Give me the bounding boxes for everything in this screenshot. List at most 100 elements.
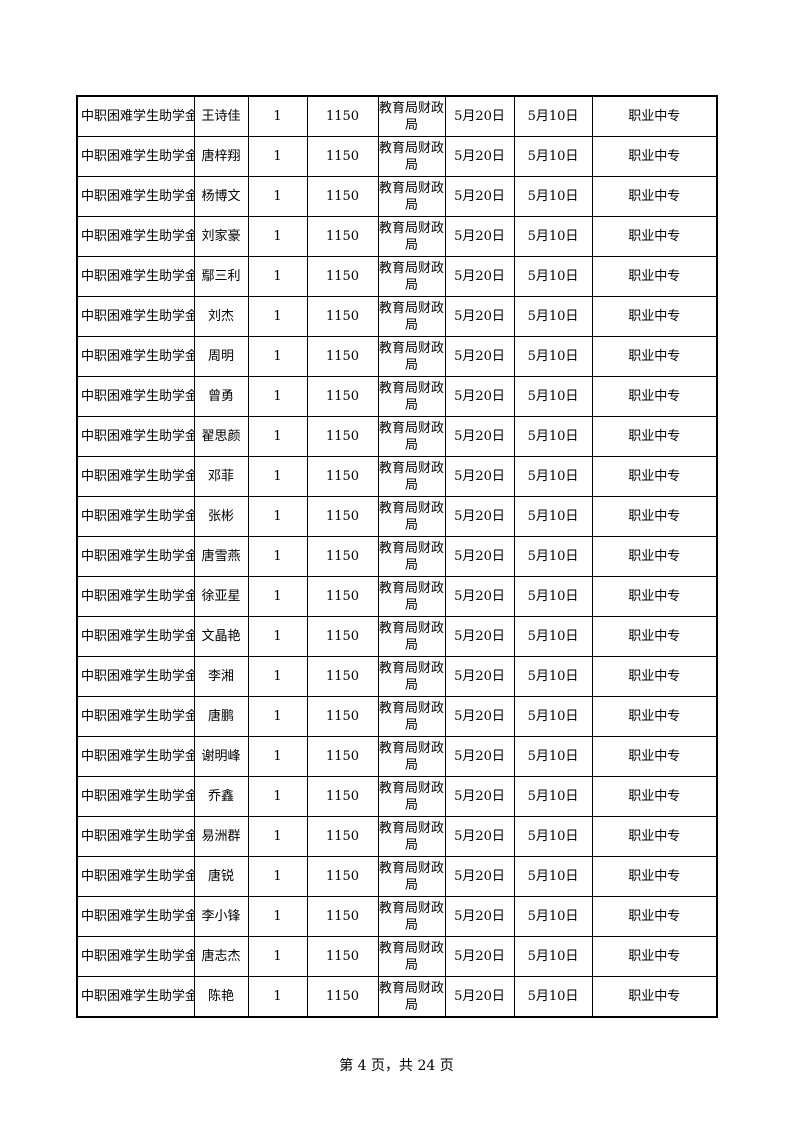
school-cell: 职业中专 [591,256,718,297]
name-cell: 张彬 [193,496,249,537]
department-cell: 教育局财政局 [377,896,446,937]
date2-cell: 5月10日 [513,656,593,697]
date1-cell: 5月20日 [444,176,515,217]
amount-cell: 1150 [306,536,379,577]
program-cell: 中职困难学生助学金 [76,736,195,777]
date2-cell: 5月10日 [513,136,593,177]
count-cell: 1 [247,136,308,177]
department-cell: 教育局财政局 [377,216,446,257]
amount-cell: 1150 [306,216,379,257]
department-cell: 教育局财政局 [377,736,446,777]
date1-cell: 5月20日 [444,736,515,777]
department-cell: 教育局财政局 [377,856,446,897]
program-cell: 中职困难学生助学金 [76,976,195,1018]
school-cell: 职业中专 [591,456,718,497]
department-cell: 教育局财政局 [377,256,446,297]
date2-cell: 5月10日 [513,736,593,777]
program-cell: 中职困难学生助学金 [76,456,195,497]
count-cell: 1 [247,816,308,857]
program-cell: 中职困难学生助学金 [76,936,195,977]
count-cell: 1 [247,616,308,657]
department-cell: 教育局财政局 [377,576,446,617]
date1-cell: 5月20日 [444,336,515,377]
name-cell: 邓菲 [193,456,249,497]
table-row: 中职困难学生助学金 王诗佳 1 1150 教育局财政局 5月20日 5月10日 职业中专 [76,95,718,137]
table-row: 中职困难学生助学金 刘家豪 1 1150 教育局财政局 5月20日 5月10日 职业中专 [76,216,718,257]
table-row: 中职困难学生助学金 乔鑫 1 1150 教育局财政局 5月20日 5月10日 职业中专 [76,776,718,817]
date1-cell: 5月20日 [444,256,515,297]
program-cell: 中职困难学生助学金 [76,376,195,417]
amount-cell: 1150 [306,136,379,177]
name-cell: 鄢三利 [193,256,249,297]
program-cell: 中职困难学生助学金 [76,816,195,857]
date2-cell: 5月10日 [513,95,593,137]
name-cell: 陈艳 [193,976,249,1018]
date1-cell: 5月20日 [444,136,515,177]
table-row: 中职困难学生助学金 鄢三利 1 1150 教育局财政局 5月20日 5月10日 职业中专 [76,256,718,297]
date1-cell: 5月20日 [444,456,515,497]
count-cell: 1 [247,336,308,377]
department-cell: 教育局财政局 [377,296,446,337]
date2-cell: 5月10日 [513,536,593,577]
date1-cell: 5月20日 [444,936,515,977]
table-row: 中职困难学生助学金 李小锋 1 1150 教育局财政局 5月20日 5月10日 职业中专 [76,896,718,937]
name-cell: 乔鑫 [193,776,249,817]
name-cell: 翟思颜 [193,416,249,457]
amount-cell: 1150 [306,856,379,897]
amount-cell: 1150 [306,616,379,657]
school-cell: 职业中专 [591,176,718,217]
date1-cell: 5月20日 [444,976,515,1018]
department-cell: 教育局财政局 [377,656,446,697]
program-cell: 中职困难学生助学金 [76,696,195,737]
date1-cell: 5月20日 [444,776,515,817]
date1-cell: 5月20日 [444,536,515,577]
name-cell: 唐志杰 [193,936,249,977]
program-cell: 中职困难学生助学金 [76,776,195,817]
date2-cell: 5月10日 [513,456,593,497]
table-row: 中职困难学生助学金 文晶艳 1 1150 教育局财政局 5月20日 5月10日 职业中专 [76,616,718,657]
amount-cell: 1150 [306,256,379,297]
name-cell: 徐亚星 [193,576,249,617]
count-cell: 1 [247,976,308,1018]
program-cell: 中职困难学生助学金 [76,216,195,257]
school-cell: 职业中专 [591,616,718,657]
school-cell: 职业中专 [591,95,718,137]
date1-cell: 5月20日 [444,416,515,457]
school-cell: 职业中专 [591,856,718,897]
department-cell: 教育局财政局 [377,936,446,977]
department-cell: 教育局财政局 [377,776,446,817]
table-row: 中职困难学生助学金 唐锐 1 1150 教育局财政局 5月20日 5月10日 职业中专 [76,856,718,897]
amount-cell: 1150 [306,816,379,857]
count-cell: 1 [247,296,308,337]
date1-cell: 5月20日 [444,496,515,537]
count-cell: 1 [247,576,308,617]
date2-cell: 5月10日 [513,936,593,977]
school-cell: 职业中专 [591,576,718,617]
date2-cell: 5月10日 [513,576,593,617]
school-cell: 职业中专 [591,216,718,257]
program-cell: 中职困难学生助学金 [76,95,195,137]
school-cell: 职业中专 [591,296,718,337]
table-row: 中职困难学生助学金 唐志杰 1 1150 教育局财政局 5月20日 5月10日 职业中专 [76,936,718,977]
count-cell: 1 [247,736,308,777]
date2-cell: 5月10日 [513,416,593,457]
date2-cell: 5月10日 [513,176,593,217]
name-cell: 刘杰 [193,296,249,337]
date1-cell: 5月20日 [444,376,515,417]
department-cell: 教育局财政局 [377,176,446,217]
program-cell: 中职困难学生助学金 [76,616,195,657]
school-cell: 职业中专 [591,376,718,417]
table-row: 中职困难学生助学金 杨博文 1 1150 教育局财政局 5月20日 5月10日 职业中专 [76,176,718,217]
table-row: 中职困难学生助学金 陈艳 1 1150 教育局财政局 5月20日 5月10日 职业中专 [76,976,718,1018]
school-cell: 职业中专 [591,936,718,977]
program-cell: 中职困难学生助学金 [76,416,195,457]
amount-cell: 1150 [306,576,379,617]
program-cell: 中职困难学生助学金 [76,496,195,537]
department-cell: 教育局财政局 [377,696,446,737]
amount-cell: 1150 [306,896,379,937]
count-cell: 1 [247,176,308,217]
name-cell: 杨博文 [193,176,249,217]
school-cell: 职业中专 [591,896,718,937]
program-cell: 中职困难学生助学金 [76,656,195,697]
count-cell: 1 [247,896,308,937]
